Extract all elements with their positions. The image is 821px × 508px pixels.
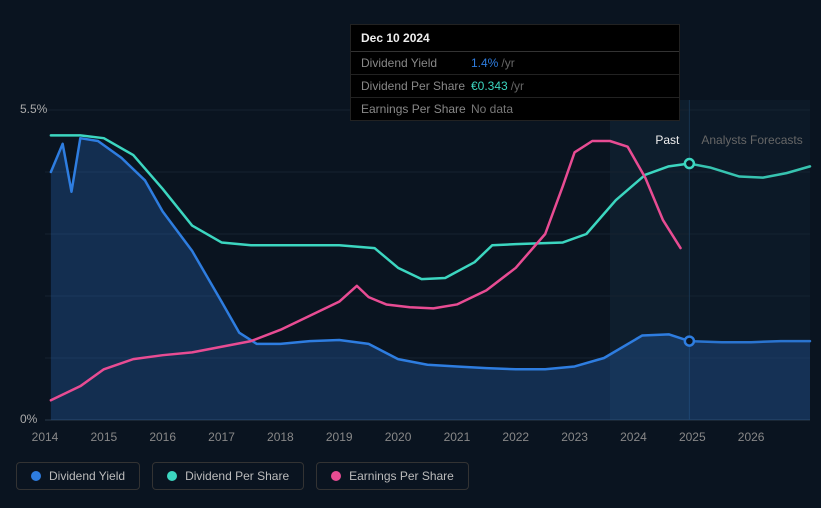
tooltip-row: Earnings Per ShareNo data xyxy=(351,98,679,120)
legend-item-earnings-per-share[interactable]: Earnings Per Share xyxy=(316,462,469,490)
legend-item-dividend-per-share[interactable]: Dividend Per Share xyxy=(152,462,304,490)
x-axis-label: 2024 xyxy=(620,430,647,444)
legend-item-dividend-yield[interactable]: Dividend Yield xyxy=(16,462,140,490)
tooltip-metric-label: Earnings Per Share xyxy=(361,102,471,116)
legend-dot xyxy=(31,471,41,481)
tooltip-metric-label: Dividend Per Share xyxy=(361,79,471,93)
dividend-chart: 5.5% 0% 2014 2015 2016 2017 2018 2019 2020 2021 2… xyxy=(0,0,821,508)
chart-legend: Dividend Yield Dividend Per Share Earnings… xyxy=(16,462,469,490)
legend-dot xyxy=(167,471,177,481)
x-axis-label: 2021 xyxy=(444,430,471,444)
tooltip-metric-value: 1.4% xyxy=(471,56,498,70)
legend-dot xyxy=(331,471,341,481)
x-axis-label: 2014 xyxy=(32,430,59,444)
y-axis-label: 5.5% xyxy=(20,102,47,116)
x-axis-label: 2023 xyxy=(561,430,588,444)
tab-forecasts[interactable]: Analysts Forecasts xyxy=(701,133,802,147)
x-axis-label: 2016 xyxy=(149,430,176,444)
tooltip-metric-unit: /yr xyxy=(501,56,514,70)
tooltip-row: Dividend Per Share€0.343/yr xyxy=(351,75,679,98)
tooltip-metric-value: No data xyxy=(471,102,513,116)
x-axis-label: 2026 xyxy=(738,430,765,444)
x-axis-label: 2017 xyxy=(208,430,235,444)
x-axis-label: 2022 xyxy=(502,430,529,444)
tooltip-metric-value: €0.343 xyxy=(471,79,508,93)
tooltip-metric-label: Dividend Yield xyxy=(361,56,471,70)
tooltip-date: Dec 10 2024 xyxy=(351,25,679,52)
x-axis-label: 2025 xyxy=(679,430,706,444)
legend-label: Dividend Per Share xyxy=(185,469,289,483)
x-axis-label: 2015 xyxy=(90,430,117,444)
x-axis-label: 2020 xyxy=(385,430,412,444)
tab-past[interactable]: Past xyxy=(655,133,679,147)
tooltip-metric-unit: /yr xyxy=(511,79,524,93)
legend-label: Earnings Per Share xyxy=(349,469,454,483)
tooltip-row: Dividend Yield1.4%/yr xyxy=(351,52,679,75)
x-axis-label: 2018 xyxy=(267,430,294,444)
y-axis-label: 0% xyxy=(20,412,37,426)
x-axis-label: 2019 xyxy=(326,430,353,444)
legend-label: Dividend Yield xyxy=(49,469,125,483)
chart-tooltip: Dec 10 2024 Dividend Yield1.4%/yrDividen… xyxy=(350,24,680,121)
